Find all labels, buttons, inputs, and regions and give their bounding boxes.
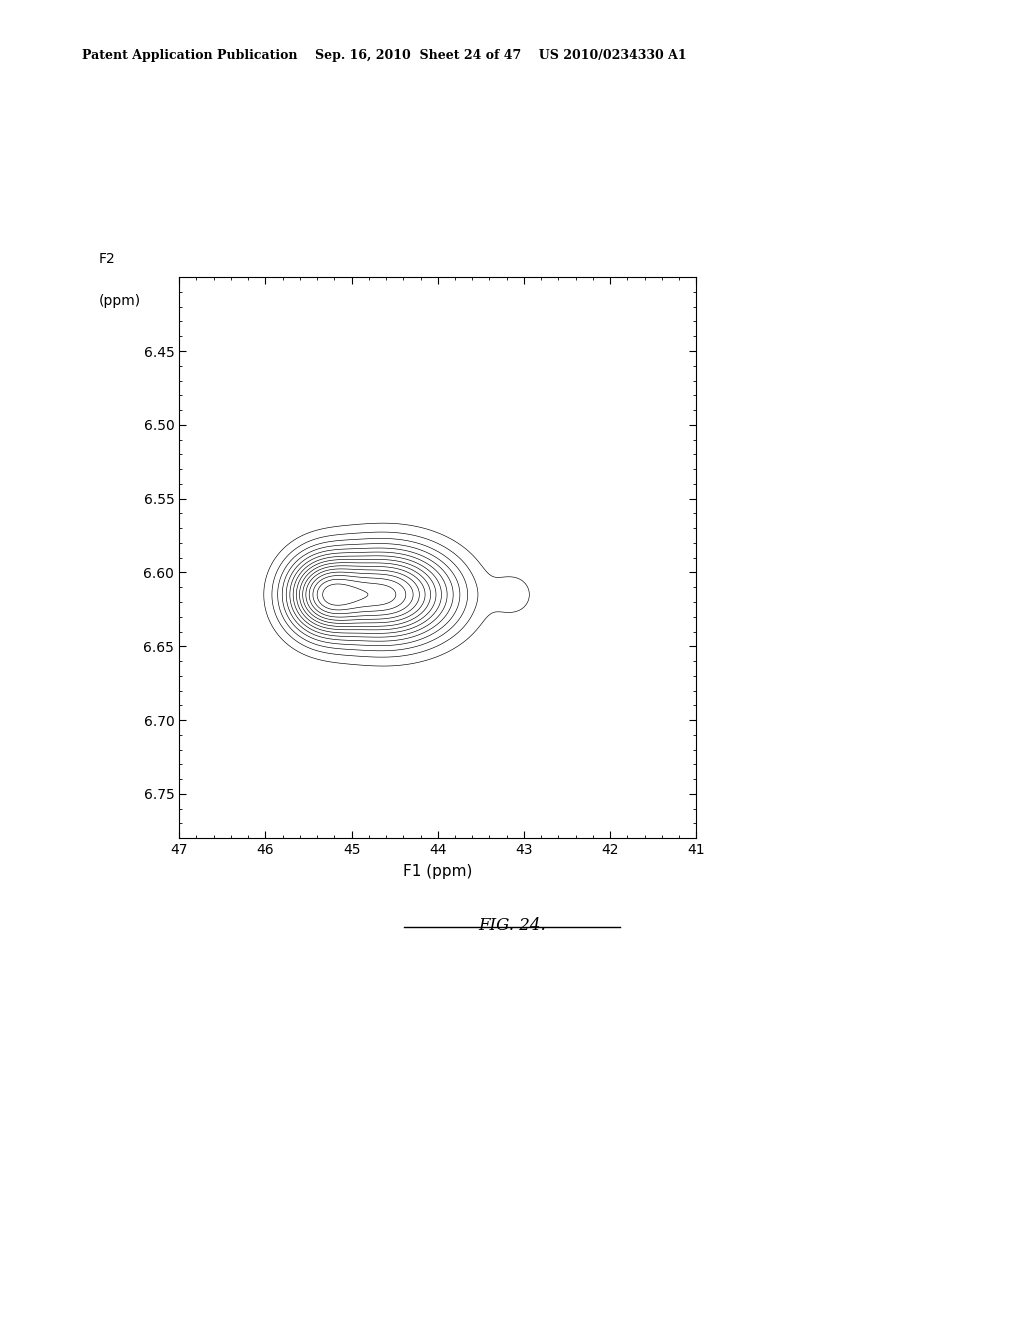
Text: (ppm): (ppm) bbox=[99, 294, 141, 308]
Text: FIG. 24.: FIG. 24. bbox=[478, 917, 546, 935]
Text: Patent Application Publication    Sep. 16, 2010  Sheet 24 of 47    US 2010/02343: Patent Application Publication Sep. 16, … bbox=[82, 49, 686, 62]
X-axis label: F1 (ppm): F1 (ppm) bbox=[403, 865, 472, 879]
Text: F2: F2 bbox=[99, 252, 116, 267]
